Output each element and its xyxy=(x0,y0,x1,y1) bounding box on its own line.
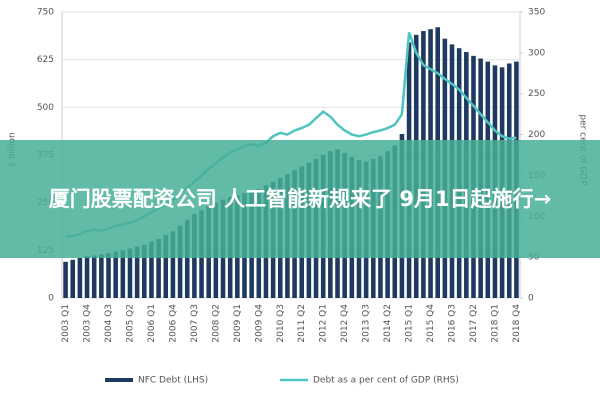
bar xyxy=(120,250,126,298)
bar xyxy=(91,255,97,298)
y-tick-label: 0 xyxy=(48,294,54,304)
x-tick-label: 2012 Q4 xyxy=(340,304,350,343)
bar xyxy=(149,241,154,298)
x-tick-label: 2009 Q4 xyxy=(254,304,264,343)
x-tick-label: 2018 Q4 xyxy=(512,304,522,343)
bar xyxy=(99,254,104,298)
x-tick-label: 2006 Q4 xyxy=(168,304,178,343)
y-tick-label: 750 xyxy=(37,8,54,18)
x-tick-label: 2005 Q2 xyxy=(125,304,135,343)
bar xyxy=(77,257,83,298)
y2-tick-label: 200 xyxy=(528,130,545,140)
x-tick-label: 2015 Q4 xyxy=(426,304,436,343)
y2-tick-label: 350 xyxy=(528,8,545,18)
x-tick-label: 2014 Q2 xyxy=(383,304,393,343)
bar xyxy=(184,219,190,298)
x-tick-label: 2008 Q2 xyxy=(211,304,221,343)
bar xyxy=(63,261,68,298)
bar xyxy=(163,235,169,298)
banner: 厦门股票配资公司 人工智能新规来了 9月1日起施行→ xyxy=(0,140,600,258)
legend-swatch xyxy=(105,378,133,382)
banner-text: 厦门股票配资公司 人工智能新规来了 9月1日起施行→ xyxy=(48,187,552,211)
x-tick-label: 2007 Q3 xyxy=(190,304,200,343)
bar xyxy=(170,231,176,298)
x-tick-label: 2013 Q3 xyxy=(362,304,372,343)
x-tick-label: 2003 Q4 xyxy=(83,304,93,343)
x-tick-label: 2003 Q1 xyxy=(61,304,71,343)
x-tick-label: 2006 Q1 xyxy=(147,304,157,343)
y2-tick-label: 300 xyxy=(528,48,545,58)
x-tick-label: 2017 Q2 xyxy=(469,304,479,343)
legend-label: Debt as a per cent of GDP (RHS) xyxy=(313,376,459,386)
x-tick-label: 2018 Q1 xyxy=(490,304,500,343)
x-tick-label: 2009 Q1 xyxy=(233,304,243,343)
y2-tick-label: 0 xyxy=(528,294,534,304)
bar xyxy=(70,259,76,298)
x-tick-label: 2012 Q1 xyxy=(319,304,329,343)
x-tick-label: 2015 Q1 xyxy=(405,304,415,343)
bar xyxy=(113,251,118,298)
bar xyxy=(142,244,147,298)
y-tick-label: 625 xyxy=(37,55,54,65)
y-tick-label: 500 xyxy=(37,103,54,113)
bar xyxy=(106,253,111,298)
legend-label: NFC Debt (LHS) xyxy=(138,376,208,386)
x-tick-label: 2011 Q2 xyxy=(297,304,307,343)
bar xyxy=(127,248,133,298)
bar xyxy=(134,246,140,298)
x-tick-label: 2016 Q3 xyxy=(448,304,458,343)
bar xyxy=(84,256,90,298)
x-tick-label: 2004 Q3 xyxy=(104,304,114,343)
bar xyxy=(177,225,183,298)
y2-tick-label: 250 xyxy=(528,89,545,99)
bar xyxy=(156,238,161,298)
x-tick-label: 2010 Q3 xyxy=(276,304,286,343)
